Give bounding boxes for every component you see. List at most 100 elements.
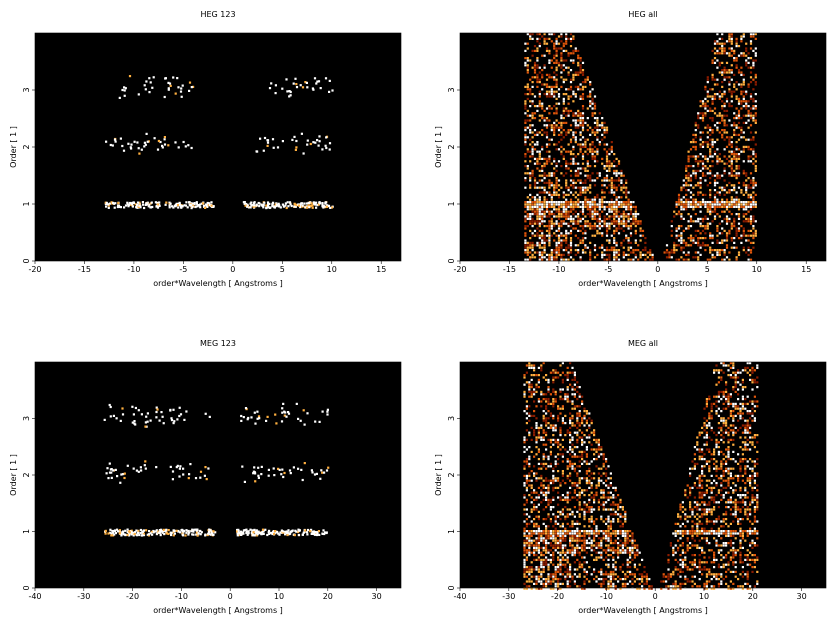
heatmap-cell [709, 210, 712, 213]
heatmap-cell [735, 167, 738, 170]
heatmap-cell [574, 138, 577, 141]
heatmap-cell [236, 530, 239, 533]
heatmap-cell [720, 398, 723, 401]
heatmap-cell [725, 479, 728, 482]
heatmap-cell [168, 204, 171, 207]
heatmap-cell [573, 467, 576, 470]
heatmap-cell [529, 88, 532, 91]
heatmap-cell [535, 479, 538, 482]
heatmap-cell [548, 227, 551, 230]
heatmap-cell [541, 35, 544, 38]
heatmap-cell [705, 398, 708, 401]
heatmap-cell [545, 160, 549, 163]
heatmap-cell [698, 479, 701, 482]
heatmap-cell [744, 426, 747, 429]
heatmap-cell [550, 138, 553, 141]
heatmap-cell [742, 181, 745, 184]
heatmap-cell [665, 256, 669, 259]
heatmap-cell [751, 467, 754, 470]
heatmap-cell [571, 388, 574, 391]
heatmap-cell [541, 102, 544, 105]
heatmap-cell [543, 256, 546, 259]
heatmap-cell [572, 179, 575, 182]
heatmap-cell [533, 489, 536, 492]
heatmap-cell [241, 531, 245, 534]
heatmap-cell [740, 225, 743, 228]
x-tick-label: -10 [127, 265, 140, 274]
heatmap-cell [752, 88, 755, 91]
heatmap-cell [579, 189, 582, 192]
heatmap-cell [577, 174, 580, 177]
heatmap-cell [723, 249, 726, 252]
heatmap-cell [752, 49, 755, 52]
heatmap-cell [577, 71, 580, 74]
heatmap-cell [120, 473, 123, 476]
heatmap-cell [735, 201, 738, 204]
heatmap-cell [246, 205, 249, 208]
heatmap-cell [699, 145, 702, 148]
heatmap-cell [533, 148, 537, 151]
heatmap-cell [182, 467, 185, 470]
heatmap-cell [547, 400, 550, 403]
heatmap-cell [753, 482, 756, 485]
heatmap-cell [312, 532, 315, 535]
heatmap-cell [697, 251, 700, 254]
heatmap-cell [625, 234, 628, 237]
heatmap-cell [562, 208, 565, 211]
heatmap-cell [735, 37, 738, 40]
heatmap-cell [548, 93, 551, 96]
heatmap-cell [729, 410, 732, 413]
heatmap-cell [591, 172, 594, 175]
heatmap-cell [107, 477, 110, 480]
heatmap-cell [680, 232, 683, 235]
heatmap-cell [605, 174, 609, 177]
heatmap-cell [577, 205, 580, 208]
heatmap-cell [715, 412, 718, 415]
plot-background [35, 362, 401, 588]
heatmap-cell [574, 85, 577, 88]
heatmap-cell [733, 186, 736, 189]
heatmap-cell [550, 93, 553, 96]
heatmap-cell [207, 532, 210, 535]
heatmap-cell [581, 129, 585, 132]
heatmap-cell [591, 208, 594, 211]
heatmap-cell [286, 90, 289, 93]
heatmap-cell [579, 88, 582, 91]
heatmap-cell [536, 78, 539, 81]
heatmap-cell [725, 220, 729, 223]
heatmap-cell [529, 251, 532, 254]
heatmap-cell [298, 529, 301, 532]
heatmap-cell [747, 193, 750, 196]
heatmap-cell [294, 205, 297, 208]
heatmap-cell [567, 66, 570, 69]
heatmap-cell [746, 419, 749, 422]
heatmap-cell [114, 529, 117, 532]
heatmap-cell [733, 153, 736, 156]
heatmap-cell [737, 227, 741, 230]
heatmap-cell [713, 198, 717, 201]
heatmap-cell [723, 76, 726, 79]
heatmap-cell [706, 81, 709, 84]
heatmap-cell [536, 49, 539, 52]
heatmap-cell [723, 131, 726, 134]
heatmap-cell [718, 186, 721, 189]
heatmap-cell [569, 239, 573, 242]
heatmap-cell [565, 205, 568, 208]
heatmap-cell [716, 157, 719, 160]
y-tick-label: 3 [22, 416, 31, 421]
heatmap-cell [589, 150, 592, 153]
heatmap-cell [706, 76, 709, 79]
heatmap-cell [668, 253, 671, 256]
heatmap-cell [176, 418, 179, 421]
heatmap-cell [737, 376, 740, 379]
x-tick-label: 20 [323, 592, 333, 601]
heatmap-cell [749, 369, 752, 372]
heatmap-cell [106, 467, 109, 470]
heatmap-cell [747, 100, 750, 103]
heatmap-cell [734, 426, 737, 429]
heatmap-cell [524, 112, 527, 115]
heatmap-cell [577, 213, 580, 216]
heatmap-cell [704, 112, 707, 115]
heatmap-cell [752, 234, 755, 237]
heatmap-cell [528, 494, 531, 497]
